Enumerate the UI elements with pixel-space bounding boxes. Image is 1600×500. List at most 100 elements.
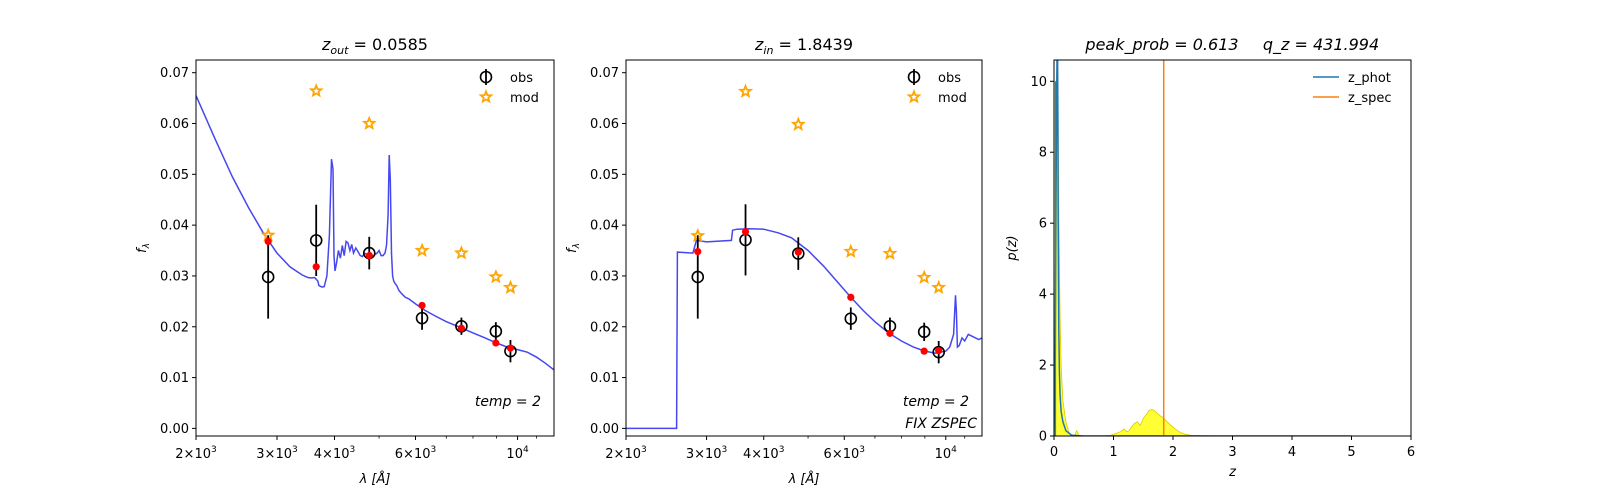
obs-point [691,270,705,284]
mod-star-point [931,279,947,295]
model-flux-point [847,293,855,301]
x-tick-label: 3×103 [686,445,727,462]
axes-frame [1053,59,1412,437]
mod-star-point [453,245,469,260]
legend: z_phot z_spec [1313,71,1392,106]
x-tick-label: 3×103 [256,445,297,462]
y-tick-label: 2 [1039,359,1047,374]
axes-frame [195,59,555,437]
panel-title-peak-prob: peak_prob = 0.613 [1084,35,1238,55]
panel-title-qz: q_z = 431.994 [1263,35,1379,55]
obs-point [932,345,945,359]
model-flux-point [457,324,466,332]
model-flux-point [935,347,943,355]
x-tick-label: 3 [1228,445,1236,460]
obs-point [844,312,858,325]
legend-obs-label: obs [938,71,961,86]
y-tick-label: 0.03 [590,269,619,284]
x-tick-label: 6 [1407,445,1415,460]
x-tick-label: 0 [1050,445,1058,460]
y-axis-label: fλ [565,243,582,253]
y-tick-label: 6 [1039,217,1047,232]
panel-title: zin = 1.8439 [754,35,853,57]
mod-star-point [843,243,859,258]
y-tick-label: 0.05 [590,168,619,183]
model-flux-point [741,228,750,236]
y-tick-label: 0.07 [160,66,189,81]
axes-frame [625,59,983,437]
legend-mod-marker [478,89,494,104]
x-tick-label: 2×103 [605,445,646,462]
model-flux-point [312,263,320,271]
model-flux-point [794,248,802,256]
y-tick-label: 0.07 [590,66,619,81]
obs-point [489,325,503,338]
obs-point [917,325,931,339]
x-tick-label: 4 [1288,445,1296,460]
model-flux-point [418,301,426,310]
mod-star-point [916,269,932,284]
template-annotation: temp = 2 [903,394,969,410]
model-flux-point [365,252,373,260]
z-phot-line [1054,60,1352,436]
x-axis-label: λ [Å] [788,471,820,487]
x-axis-label: z [1228,465,1237,480]
model-flux-point [492,339,500,347]
mod-star-point [488,269,504,284]
y-tick-label: 0.00 [590,422,619,437]
y-tick-label: 4 [1039,288,1047,303]
legend-z-spec-label: z_spec [1348,91,1392,106]
x-tick-label: 5 [1347,445,1355,460]
y-tick-label: 0.05 [160,168,189,183]
mod-star-point [790,116,806,132]
x-tick-label: 4×103 [314,445,355,462]
mod-star-point [414,242,430,258]
legend-z-phot-label: z_phot [1348,71,1391,86]
obs-point [309,234,323,247]
y-tick-label: 8 [1039,146,1047,161]
mod-star-point [737,83,754,98]
x-axis-label: λ [Å] [359,471,391,487]
panel-title: zout = 0.0585 [321,35,428,57]
x-tick-label: 104 [506,445,529,462]
obs-point [261,270,275,284]
x-tick-label: 104 [935,445,958,462]
y-tick-label: 0.01 [590,371,619,386]
y-tick-label: 0.04 [590,219,619,234]
model-flux-point [920,347,928,355]
mod-star-point [361,115,377,131]
mod-star-point [882,245,898,260]
y-tick-label: 0.02 [160,320,189,335]
x-tick-label: 6×103 [824,445,865,462]
y-tick-label: 0 [1039,430,1047,445]
model-flux-point [694,247,702,256]
mod-star-point [308,83,324,98]
obs-point [791,247,805,260]
model-flux-point [886,329,894,337]
y-tick-label: 10 [1030,75,1047,90]
legend: obs mod [906,69,967,106]
y-tick-label: 0.06 [590,117,619,132]
obs-point [415,311,429,325]
y-tick-label: 0.00 [160,422,189,437]
y-tick-label: 0.04 [160,219,189,234]
x-tick-label: 2 [1169,445,1177,460]
legend-obs-label: obs [510,71,533,86]
fix-zspec-annotation: FIX ZSPEC [905,416,977,432]
model-flux-point [506,344,515,352]
x-tick-label: 1 [1109,445,1117,460]
y-tick-label: 0.03 [160,269,189,284]
y-axis-label: p(z) [1005,235,1020,261]
x-tick-label: 6×103 [395,445,436,462]
legend-mod-label: mod [510,91,539,106]
y-tick-label: 0.02 [590,320,619,335]
legend: obs mod [478,69,539,106]
y-tick-label: 0.06 [160,117,189,132]
legend-mod-label: mod [938,91,967,106]
model-flux-point [264,237,272,245]
template-annotation: temp = 2 [475,394,541,410]
pz-panel: 0 2 4 6 8 10 0 1 2 3 4 5 6 z p(z) peak_prob = 0.613 q_z … [1005,35,1415,480]
x-tick-label: 2×103 [175,445,216,462]
sed-panel-2: 0.00 0.01 0.02 0.03 0.04 0.05 0.06 0.07 2×103 3×1… [565,35,983,487]
